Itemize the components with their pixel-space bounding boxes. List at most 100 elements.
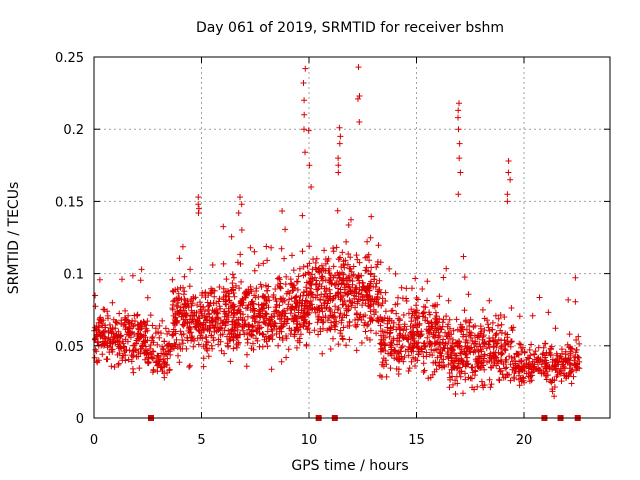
data-point xyxy=(301,289,307,296)
data-point xyxy=(229,318,236,325)
data-point xyxy=(216,303,223,310)
data-point xyxy=(359,302,366,309)
data-point xyxy=(425,375,432,382)
data-point xyxy=(345,283,352,290)
data-point xyxy=(525,362,531,368)
data-point xyxy=(218,325,225,332)
data-point xyxy=(301,97,308,104)
data-point xyxy=(301,305,308,312)
data-point xyxy=(205,303,212,310)
data-point xyxy=(570,373,577,380)
data-point xyxy=(379,300,386,306)
data-point xyxy=(135,326,142,333)
data-point xyxy=(405,336,412,343)
data-point xyxy=(278,296,285,303)
data-point xyxy=(200,326,207,333)
y-tick-label: 0.2 xyxy=(63,123,84,138)
y-tick-label: 0.1 xyxy=(63,268,84,283)
data-point xyxy=(330,245,337,252)
data-point xyxy=(332,303,339,310)
data-point xyxy=(191,337,198,344)
data-point xyxy=(572,274,579,281)
data-point xyxy=(449,357,456,364)
data-point xyxy=(166,367,173,374)
data-point xyxy=(378,374,385,380)
data-point xyxy=(390,319,397,326)
data-point xyxy=(399,343,406,350)
data-point xyxy=(337,133,344,140)
data-point xyxy=(294,327,301,334)
data-point xyxy=(334,207,341,214)
data-point xyxy=(166,366,173,373)
data-point xyxy=(516,368,523,375)
data-point xyxy=(307,280,314,287)
data-point xyxy=(129,272,136,279)
data-point xyxy=(170,319,177,326)
data-point xyxy=(377,314,384,320)
data-point xyxy=(434,339,441,345)
data-point xyxy=(565,296,572,303)
data-point xyxy=(147,350,154,357)
data-point xyxy=(490,349,497,356)
data-point xyxy=(345,251,352,257)
data-point xyxy=(516,340,523,347)
data-point xyxy=(393,354,400,361)
data-point xyxy=(186,364,193,370)
data-point xyxy=(462,370,468,377)
data-point xyxy=(109,346,116,353)
data-point xyxy=(283,290,290,297)
data-point xyxy=(114,333,121,340)
data-point xyxy=(419,286,426,292)
data-point xyxy=(549,366,556,373)
data-point xyxy=(436,349,443,356)
data-point xyxy=(454,343,461,350)
data-point xyxy=(263,311,270,318)
data-point xyxy=(394,341,401,348)
data-point xyxy=(491,359,498,366)
data-point xyxy=(426,351,433,358)
data-point xyxy=(443,313,450,320)
data-point xyxy=(209,315,216,322)
data-point xyxy=(170,312,177,319)
data-point xyxy=(170,298,177,305)
data-point xyxy=(92,292,99,299)
data-point xyxy=(487,384,494,391)
data-point xyxy=(572,349,579,356)
data-point xyxy=(486,297,493,304)
data-point xyxy=(335,169,342,176)
data-point xyxy=(175,352,181,359)
data-point xyxy=(477,323,484,330)
data-point xyxy=(178,331,185,338)
data-point xyxy=(552,325,559,332)
data-point xyxy=(306,329,313,336)
data-point xyxy=(480,333,487,340)
data-point xyxy=(354,275,361,282)
data-point xyxy=(374,317,380,324)
data-point xyxy=(322,313,329,320)
data-point xyxy=(295,273,302,280)
data-point xyxy=(299,212,306,219)
data-point xyxy=(507,176,514,183)
data-point xyxy=(108,363,115,370)
data-point xyxy=(489,326,496,333)
data-point xyxy=(315,331,322,338)
data-point xyxy=(196,315,203,322)
y-axis-label: SRMTID / TECUs xyxy=(6,182,22,295)
data-point xyxy=(436,293,443,300)
data-point xyxy=(415,344,422,351)
data-point xyxy=(362,267,369,274)
data-point xyxy=(345,222,352,228)
data-point xyxy=(531,363,538,370)
data-point xyxy=(459,359,466,366)
data-point xyxy=(149,335,156,342)
data-point xyxy=(99,329,106,336)
data-point xyxy=(241,317,248,324)
data-point xyxy=(308,184,315,190)
data-point xyxy=(175,310,182,316)
data-point xyxy=(528,366,535,373)
x-tick-label: 10 xyxy=(301,433,318,448)
data-point xyxy=(249,315,256,322)
data-point xyxy=(335,162,342,169)
data-point xyxy=(516,313,523,320)
data-point xyxy=(469,384,476,391)
